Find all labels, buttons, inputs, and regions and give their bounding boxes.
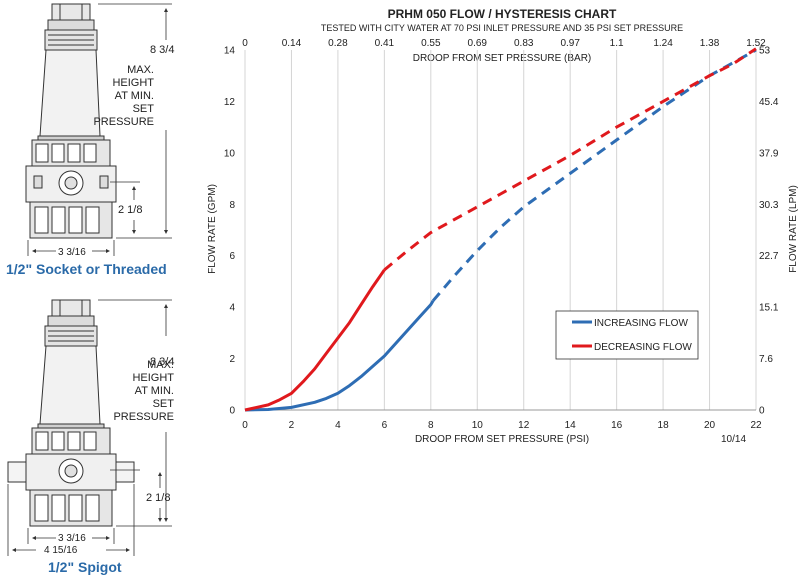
height-note-line: SET: [153, 398, 175, 410]
spigot-height-value: 8 3/4: [150, 356, 174, 368]
height-note-line: AT MIN.: [135, 385, 174, 397]
socket-threaded-regulator-drawing: [25, 3, 117, 239]
height-note-line: MAX.: [147, 359, 174, 371]
top-tick-labels: 0 0.14 0.28 0.41 0.55 0.69 0.83 0.97 1.1 1.24 1.38…: [242, 38, 766, 49]
socket-threaded-caption: 1/2" Socket or Threaded: [6, 261, 167, 277]
spigot-outer-width-value: 4 15/16: [44, 545, 78, 556]
y-tick-label: 2: [229, 354, 235, 365]
left-tick-labels: 0 2 4 6 8 10 12 14: [224, 46, 236, 417]
spigot-dimension-lines: [7, 299, 172, 556]
series-line-decreasing-flow-dashed: [383, 47, 757, 272]
socket-height-value: 8 3/4: [150, 44, 174, 56]
series-line-increasing-flow-solid: [244, 299, 435, 412]
socket-width-value: 3 3/16: [58, 247, 86, 258]
height-note-line: HEIGHT: [112, 77, 154, 89]
x-tick-label: 2: [289, 420, 295, 431]
legend-label-decreasing: DECREASING FLOW: [594, 342, 692, 353]
spigot-inner-width-value: 3 3/16: [58, 533, 86, 544]
y2-tick-label: 53: [759, 46, 771, 57]
x2-tick-label: 1.38: [700, 38, 720, 49]
y-tick-label: 6: [229, 251, 235, 262]
spigot-side-value: 2 1/8: [146, 492, 170, 504]
x2-tick-label: 0.97: [560, 38, 580, 49]
height-note-line: HEIGHT: [132, 372, 174, 384]
socket-height-note: MAX. HEIGHT AT MIN. SET PRESSURE: [93, 64, 154, 128]
x2-tick-label: 0.14: [282, 38, 302, 49]
height-note-line: PRESSURE: [93, 116, 154, 128]
y2-tick-label: 30.3: [759, 200, 779, 211]
y2-tick-label: 22.7: [759, 251, 779, 262]
y-tick-label: 14: [224, 46, 236, 57]
legend-label-increasing: INCREASING FLOW: [594, 318, 688, 329]
x2-tick-label: 0.55: [421, 38, 441, 49]
height-note-line: MAX.: [127, 64, 154, 76]
x-tick-label: 0: [242, 420, 248, 431]
x-tick-label: 8: [428, 420, 434, 431]
flow-hysteresis-chart: PRHM 050 FLOW / HYSTERESIS CHART TESTED …: [207, 7, 799, 445]
x-tick-label: 20: [704, 420, 716, 431]
y-tick-label: 12: [224, 97, 236, 108]
x-tick-label: 6: [382, 420, 388, 431]
socket-dimension-lines: [27, 3, 172, 256]
date-code: 10/14: [721, 434, 746, 445]
top-axis-label: DROOP FROM SET PRESSURE (BAR): [413, 53, 592, 64]
x-tick-label: 4: [335, 420, 341, 431]
right-tick-labels: 0 7.6 15.1 22.7 30.3 37.9 45.4 53: [759, 46, 779, 417]
x2-tick-label: 1.1: [610, 38, 624, 49]
y2-tick-label: 45.4: [759, 97, 779, 108]
series-line-increasing-flow-dashed: [431, 48, 757, 302]
height-note-line: PRESSURE: [113, 411, 174, 423]
x2-tick-label: 0.83: [514, 38, 534, 49]
x-tick-label: 14: [565, 420, 577, 431]
vertical-gridlines: [244, 50, 757, 410]
chart-subtitle: TESTED WITH CITY WATER AT 70 PSI INLET P…: [321, 23, 683, 33]
right-axis-label: FLOW RATE (LPM): [788, 185, 799, 273]
x2-tick-label: 1.24: [653, 38, 673, 49]
x-tick-label: 12: [518, 420, 530, 431]
chart-legend: INCREASING FLOW DECREASING FLOW: [555, 310, 699, 360]
product-dimension-drawings: 8 3/4 MAX. HEIGHT AT MIN. SET PRESSURE 2…: [0, 0, 200, 579]
series-lines: [244, 47, 757, 412]
legend-box: [555, 310, 699, 360]
x-tick-label: 22: [750, 420, 762, 431]
x2-tick-label: 0: [242, 38, 248, 49]
chart-title: PRHM 050 FLOW / HYSTERESIS CHART: [388, 7, 617, 21]
spigot-height-note: MAX. HEIGHT AT MIN. SET PRESSURE: [113, 359, 174, 423]
regulator-drawings: 8 3/4 MAX. HEIGHT AT MIN. SET PRESSURE 2…: [6, 3, 174, 575]
x2-tick-label: 0.28: [328, 38, 348, 49]
x-tick-label: 16: [611, 420, 623, 431]
socket-side-value: 2 1/8: [118, 204, 142, 216]
y-tick-label: 10: [224, 148, 236, 159]
spigot-regulator-drawing: [7, 299, 135, 527]
y-tick-label: 8: [229, 200, 235, 211]
spigot-caption: 1/2" Spigot: [48, 559, 122, 575]
height-note-line: AT MIN.: [115, 90, 154, 102]
y2-tick-label: 37.9: [759, 148, 779, 159]
x2-tick-label: 0.69: [468, 38, 488, 49]
bottom-tick-labels: 0 2 4 6 8 10 12 14 16 18 20 22: [242, 420, 762, 431]
bottom-axis-label: DROOP FROM SET PRESSURE (PSI): [415, 434, 589, 445]
y2-tick-label: 7.6: [759, 354, 773, 365]
y-tick-label: 4: [229, 303, 235, 314]
height-note-line: SET: [133, 103, 155, 115]
x-tick-label: 18: [658, 420, 670, 431]
y2-tick-label: 0: [759, 406, 765, 417]
y2-tick-label: 15.1: [759, 303, 779, 314]
y-tick-label: 0: [229, 406, 235, 417]
series-line-decreasing-flow-solid: [244, 269, 386, 412]
left-axis-label: FLOW RATE (GPM): [207, 184, 218, 274]
x2-tick-label: 1.52: [746, 38, 766, 49]
x-tick-label: 10: [472, 420, 484, 431]
x2-tick-label: 0.41: [375, 38, 395, 49]
